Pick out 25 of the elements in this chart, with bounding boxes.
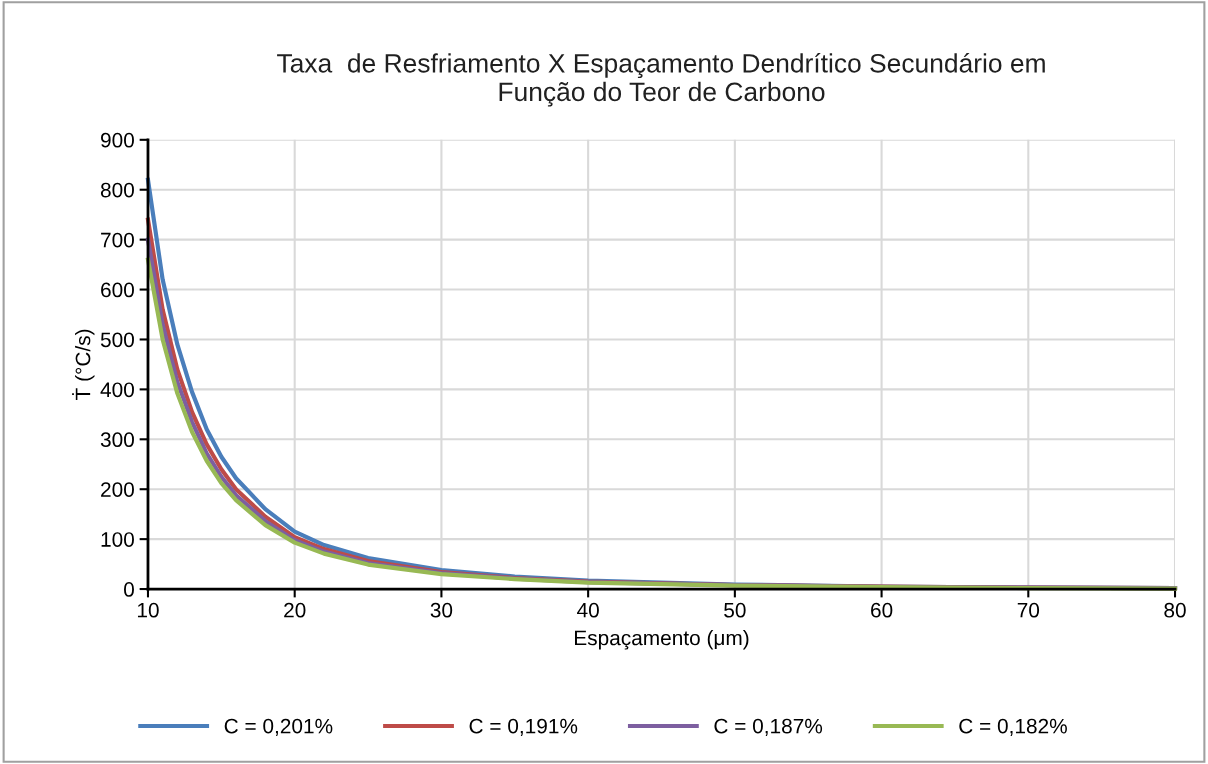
legend-label: C = 0,182% (959, 718, 1067, 736)
x-tick-label: 50 (724, 602, 746, 618)
x-tick-label: 60 (871, 602, 893, 618)
x-tick-label: 10 (137, 602, 159, 618)
y-tick-label: 700 (101, 232, 134, 248)
x-tick-label: 40 (577, 602, 599, 618)
x-tick-label: 20 (284, 602, 306, 618)
legend-label: C = 0,187% (714, 718, 823, 736)
chart-title: Taxa de Resfriamento X Espaçamento Dendrítico Secundário em Função do Teor de Carbono (277, 52, 1045, 107)
legend-label: C = 0,201% (224, 718, 333, 736)
x-tick-label: 80 (1164, 602, 1186, 618)
y-tick-label: 500 (100, 332, 134, 348)
y-tick-label: 0 (124, 582, 134, 597)
y-tick-label: 400 (100, 382, 134, 398)
y-tick-label: 300 (100, 432, 134, 448)
y-tick-label: 100 (101, 532, 134, 547)
y-tick-label: 600 (101, 282, 134, 298)
y-tick-label: 900 (101, 132, 134, 148)
y-tick-label: 800 (100, 182, 134, 198)
y-tick-label: 200 (101, 482, 134, 497)
x-tick-label: 30 (430, 602, 453, 618)
legend-label: C = 0,191% (469, 718, 578, 736)
x-axis-title: Espaçamento (μm) (575, 629, 749, 650)
y-axis-title: Ṫ (°C/s) (72, 329, 95, 400)
x-tick-label: 70 (1017, 602, 1040, 618)
